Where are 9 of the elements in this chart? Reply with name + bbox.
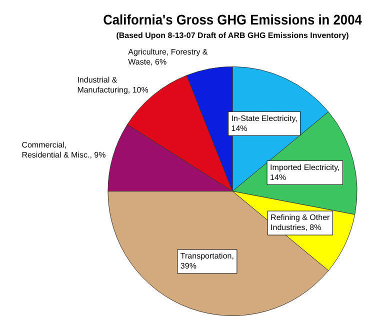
slice-label: Industrial & Manufacturing, 10% (77, 76, 148, 95)
slice-label: Imported Electricity, 14% (270, 162, 340, 182)
slice-label: Refining & Other Industries, 8% (270, 213, 330, 232)
chart-title: California's Gross GHG Emissions in 2004 (103, 12, 362, 28)
chart-subtitle: (Based Upon 8-13-07 Draft of ARB GHG Emissions Inventory) (116, 30, 350, 40)
slice-label: Transportation, 39% (180, 252, 234, 271)
slice-label: In-State Electricity, 14% (231, 114, 298, 133)
slice-label: Agriculture, Forestry & Waste, 6% (128, 48, 208, 67)
slice-label: Commercial, Residential & Misc., 9% (22, 140, 106, 160)
